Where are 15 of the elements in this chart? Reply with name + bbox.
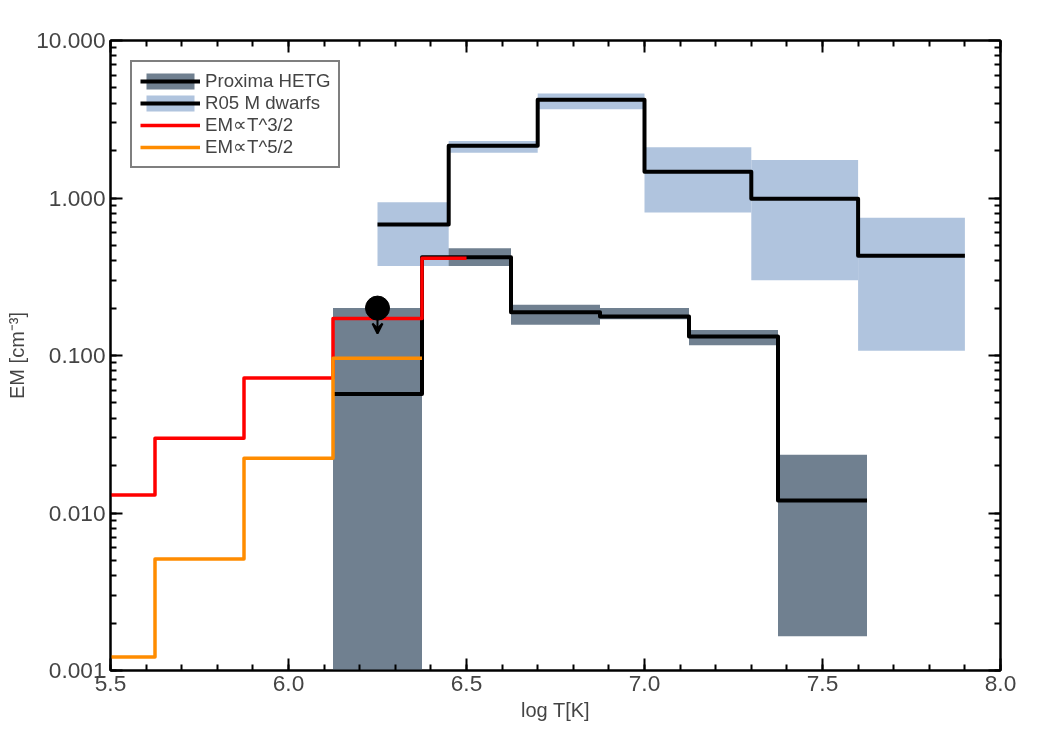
x-axis-title: log T[K] <box>521 698 590 721</box>
x-tick-label: 7.0 <box>628 669 661 696</box>
y-axis-title: EM [cm⁻³] <box>6 312 29 399</box>
x-tick-label: 7.5 <box>806 669 839 696</box>
x-tick-label: 6.5 <box>450 669 483 696</box>
x-tick-label: 6.0 <box>272 669 305 696</box>
x-tick-label: 8.0 <box>984 669 1017 696</box>
legend-label: EM∝T^5/2 <box>205 136 294 158</box>
y-tick-label: 1.000 <box>48 184 106 211</box>
legend-label: Proxima HETG <box>205 70 331 92</box>
legend-label: R05 M dwarfs <box>205 92 321 114</box>
y-tick-label: 0.100 <box>48 342 106 368</box>
y-tick-label: 0.010 <box>48 499 106 526</box>
legend-label: EM∝T^3/2 <box>205 114 294 136</box>
y-tick-label: 10.000 <box>36 27 106 53</box>
